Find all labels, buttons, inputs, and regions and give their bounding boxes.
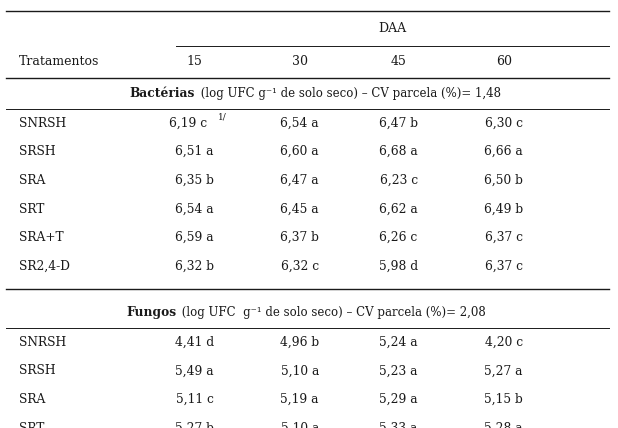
Text: 6,45 a: 6,45 a — [281, 202, 319, 216]
Text: 5,23 a: 5,23 a — [379, 364, 418, 377]
Text: Fungos: Fungos — [126, 306, 176, 319]
Text: 4,41 d: 4,41 d — [175, 336, 214, 349]
Text: 5,98 d: 5,98 d — [379, 260, 418, 273]
Text: 1/: 1/ — [218, 113, 227, 122]
Text: 6,32 b: 6,32 b — [175, 260, 214, 273]
Text: 6,47 a: 6,47 a — [281, 174, 319, 187]
Text: 6,59 a: 6,59 a — [176, 231, 214, 244]
Text: SNRSH: SNRSH — [19, 336, 66, 349]
Text: 6,51 a: 6,51 a — [176, 145, 214, 158]
Text: 4,20 c: 4,20 c — [485, 336, 523, 349]
Text: 6,60 a: 6,60 a — [281, 145, 319, 158]
Text: 5,27 b: 5,27 b — [176, 422, 214, 428]
Text: SRA: SRA — [19, 393, 45, 406]
Text: SRA: SRA — [19, 174, 45, 187]
Text: 5,49 a: 5,49 a — [176, 364, 214, 377]
Text: SRSH: SRSH — [19, 364, 55, 377]
Text: 30: 30 — [292, 55, 308, 68]
Text: 6,54 a: 6,54 a — [176, 202, 214, 216]
Text: 5,11 c: 5,11 c — [176, 393, 214, 406]
Text: 5,15 b: 5,15 b — [485, 393, 523, 406]
Text: 6,32 c: 6,32 c — [281, 260, 319, 273]
Text: 6,26 c: 6,26 c — [379, 231, 418, 244]
Text: 5,33 a: 5,33 a — [379, 422, 418, 428]
Text: 6,62 a: 6,62 a — [379, 202, 418, 216]
Text: SRA+T: SRA+T — [19, 231, 63, 244]
Text: 5,24 a: 5,24 a — [379, 336, 418, 349]
Text: SNRSH: SNRSH — [19, 116, 66, 130]
Text: 5,19 a: 5,19 a — [281, 393, 319, 406]
Text: 4,96 b: 4,96 b — [280, 336, 320, 349]
Text: 6,23 c: 6,23 c — [379, 174, 418, 187]
Text: 5,29 a: 5,29 a — [379, 393, 418, 406]
Text: SRSH: SRSH — [19, 145, 55, 158]
Text: 5,10 a: 5,10 a — [281, 422, 319, 428]
Text: 6,35 b: 6,35 b — [176, 174, 214, 187]
Text: 6,49 b: 6,49 b — [484, 202, 523, 216]
Text: 6,50 b: 6,50 b — [485, 174, 523, 187]
Text: (log UFC  g⁻¹ de solo seco) – CV parcela (%)= 2,08: (log UFC g⁻¹ de solo seco) – CV parcela … — [178, 306, 486, 319]
Text: 6,47 b: 6,47 b — [379, 116, 418, 130]
Text: 6,30 c: 6,30 c — [485, 116, 523, 130]
Text: 6,37 c: 6,37 c — [485, 260, 523, 273]
Text: 5,28 a: 5,28 a — [485, 422, 523, 428]
Text: 6,54 a: 6,54 a — [281, 116, 319, 130]
Text: 5,10 a: 5,10 a — [281, 364, 319, 377]
Text: 6,37 b: 6,37 b — [281, 231, 319, 244]
Text: 45: 45 — [391, 55, 407, 68]
Text: 5,27 a: 5,27 a — [485, 364, 523, 377]
Text: SR2,4-D: SR2,4-D — [19, 260, 70, 273]
Text: Bactérias: Bactérias — [129, 87, 195, 100]
Text: 6,19 c: 6,19 c — [169, 116, 208, 130]
Text: 6,68 a: 6,68 a — [379, 145, 418, 158]
Text: 15: 15 — [187, 55, 203, 68]
Text: SRT: SRT — [19, 202, 44, 216]
Text: SRT: SRT — [19, 422, 44, 428]
Text: 6,37 c: 6,37 c — [485, 231, 523, 244]
Text: (log UFC g⁻¹ de solo seco) – CV parcela (%)= 1,48: (log UFC g⁻¹ de solo seco) – CV parcela … — [197, 87, 501, 100]
Text: 60: 60 — [496, 55, 512, 68]
Text: 6,66 a: 6,66 a — [485, 145, 523, 158]
Text: DAA: DAA — [378, 22, 407, 35]
Text: Tratamentos: Tratamentos — [19, 55, 99, 68]
